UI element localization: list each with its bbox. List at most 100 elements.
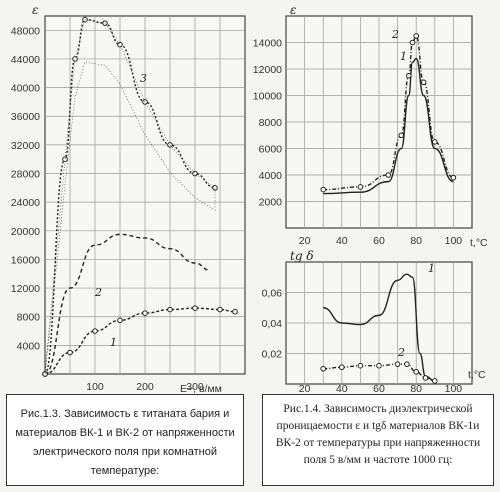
y-tick-label: 10000 bbox=[253, 91, 282, 103]
curve-label-2: 2 bbox=[397, 346, 405, 359]
x-tick-label: 60 bbox=[373, 383, 385, 395]
y-tick-label: 40000 bbox=[11, 83, 40, 95]
x-tick-label: 40 bbox=[336, 235, 348, 247]
data-point bbox=[404, 361, 410, 367]
data-point bbox=[320, 186, 327, 193]
y-tick-label: 4000 bbox=[259, 170, 283, 182]
y-tick-label: 16000 bbox=[11, 254, 40, 266]
left-chart: 4000 8000 12000 16000 20000 24000 28000 32000 36… bbox=[11, 3, 246, 395]
data-point bbox=[405, 72, 412, 79]
data-point bbox=[192, 170, 198, 177]
y-tick-label: 36000 bbox=[11, 111, 40, 123]
series-line-1 bbox=[323, 273, 435, 382]
data-point bbox=[167, 142, 173, 148]
curve-label-1: 1 bbox=[428, 262, 435, 275]
curve-label-3: 3 bbox=[140, 72, 147, 85]
data-point bbox=[62, 156, 68, 162]
data-point bbox=[394, 361, 401, 367]
y-tick-label: 6000 bbox=[259, 144, 283, 156]
right-top-chart: 2000 4000 6000 8000 10000 12000 14000 20 40 60 80 1… bbox=[253, 3, 488, 249]
data-point bbox=[413, 369, 420, 375]
left-tick-labels: 4000 8000 12000 16000 20000 24000 28000 32000 36… bbox=[11, 25, 204, 393]
y-tick-label: 24000 bbox=[11, 197, 40, 209]
data-point bbox=[357, 362, 364, 369]
left-curves: 1 2 3 bbox=[42, 16, 238, 377]
series-line-2 bbox=[323, 35, 454, 191]
data-point bbox=[67, 349, 73, 356]
data-point bbox=[422, 375, 429, 381]
data-point bbox=[450, 174, 457, 181]
y-tick-label: 32000 bbox=[11, 140, 40, 152]
data-point bbox=[339, 364, 345, 371]
right-top-x-symbol: t,°C bbox=[470, 237, 488, 249]
x-tick-label: 80 bbox=[410, 383, 422, 395]
data-point bbox=[413, 33, 420, 39]
series-line-1 bbox=[44, 307, 236, 375]
data-point bbox=[385, 172, 392, 178]
data-point bbox=[217, 306, 223, 313]
data-point bbox=[102, 20, 108, 26]
right-bottom-curves: 12 bbox=[320, 262, 438, 384]
right-bottom-x-symbol: t,°C bbox=[468, 369, 486, 381]
y-tick-label: 8000 bbox=[17, 312, 41, 324]
left-y-symbol: ε bbox=[32, 3, 38, 17]
data-point bbox=[92, 328, 98, 334]
curve-label-1: 1 bbox=[110, 336, 117, 349]
y-tick-label: 0,04 bbox=[262, 318, 283, 330]
y-tick-label: 20000 bbox=[11, 226, 40, 238]
x-tick-label: 20 bbox=[299, 383, 311, 395]
right-top-y-symbol: ε bbox=[290, 3, 296, 17]
curve-label-1: 1 bbox=[400, 50, 407, 63]
x-tick-label: 60 bbox=[373, 235, 385, 247]
left-figure-caption: Рис.1.3. Зависимость ε титаната бария и … bbox=[6, 394, 244, 486]
x-tick-label: 80 bbox=[410, 235, 422, 247]
y-tick-label: 0,06 bbox=[262, 288, 283, 300]
y-tick-label: 0,02 bbox=[262, 349, 283, 361]
data-point bbox=[117, 317, 123, 324]
data-point bbox=[142, 99, 148, 105]
left-grid bbox=[45, 16, 245, 374]
curve-label-2: 2 bbox=[94, 286, 102, 299]
hatched-band-3 bbox=[44, 19, 216, 375]
data-point bbox=[409, 39, 416, 46]
right-top-tick-labels: 2000 4000 6000 8000 10000 12000 14000 20 40 60 80 1… bbox=[253, 38, 463, 248]
x-tick-label: 300 bbox=[186, 381, 204, 393]
y-tick-label: 12000 bbox=[11, 283, 40, 295]
right-bottom-y-symbol: tg δ bbox=[290, 249, 314, 263]
data-point bbox=[117, 41, 123, 48]
left-x-symbol: E~, в/мм bbox=[180, 383, 222, 395]
data-point bbox=[192, 305, 198, 311]
series-line-2 bbox=[44, 233, 211, 375]
y-tick-label: 28000 bbox=[11, 169, 40, 181]
data-point bbox=[432, 139, 438, 145]
data-point bbox=[212, 185, 218, 191]
data-point bbox=[398, 132, 405, 139]
x-tick-label: 20 bbox=[299, 235, 311, 247]
data-point bbox=[357, 184, 364, 190]
y-tick-label: 48000 bbox=[11, 25, 40, 37]
data-point bbox=[420, 79, 427, 86]
data-point bbox=[432, 378, 438, 384]
curve-label-2: 2 bbox=[391, 28, 399, 41]
x-tick-label: 40 bbox=[336, 383, 348, 395]
y-tick-label: 2000 bbox=[259, 197, 283, 209]
y-tick-label: 12000 bbox=[253, 64, 282, 76]
x-tick-label: 100 bbox=[86, 381, 104, 393]
y-tick-label: 44000 bbox=[11, 54, 40, 66]
data-point bbox=[72, 56, 78, 62]
y-tick-label: 8000 bbox=[259, 117, 283, 129]
data-point bbox=[142, 310, 148, 316]
data-point bbox=[376, 362, 382, 369]
x-tick-label: 100 bbox=[445, 235, 463, 247]
data-point bbox=[167, 306, 173, 313]
y-tick-label: 14000 bbox=[253, 38, 282, 50]
right-figure-caption: Рис.1.4. Зависимость диэлектрической про… bbox=[262, 394, 494, 486]
y-tick-label: 4000 bbox=[17, 340, 41, 352]
data-point bbox=[232, 308, 238, 315]
right-bottom-tick-labels: 0,02 0,04 0,06 20 40 60 80 100 bbox=[262, 288, 463, 396]
data-point bbox=[320, 365, 327, 372]
x-tick-label: 100 bbox=[445, 383, 463, 395]
right-top-curves: 21 bbox=[320, 28, 457, 195]
